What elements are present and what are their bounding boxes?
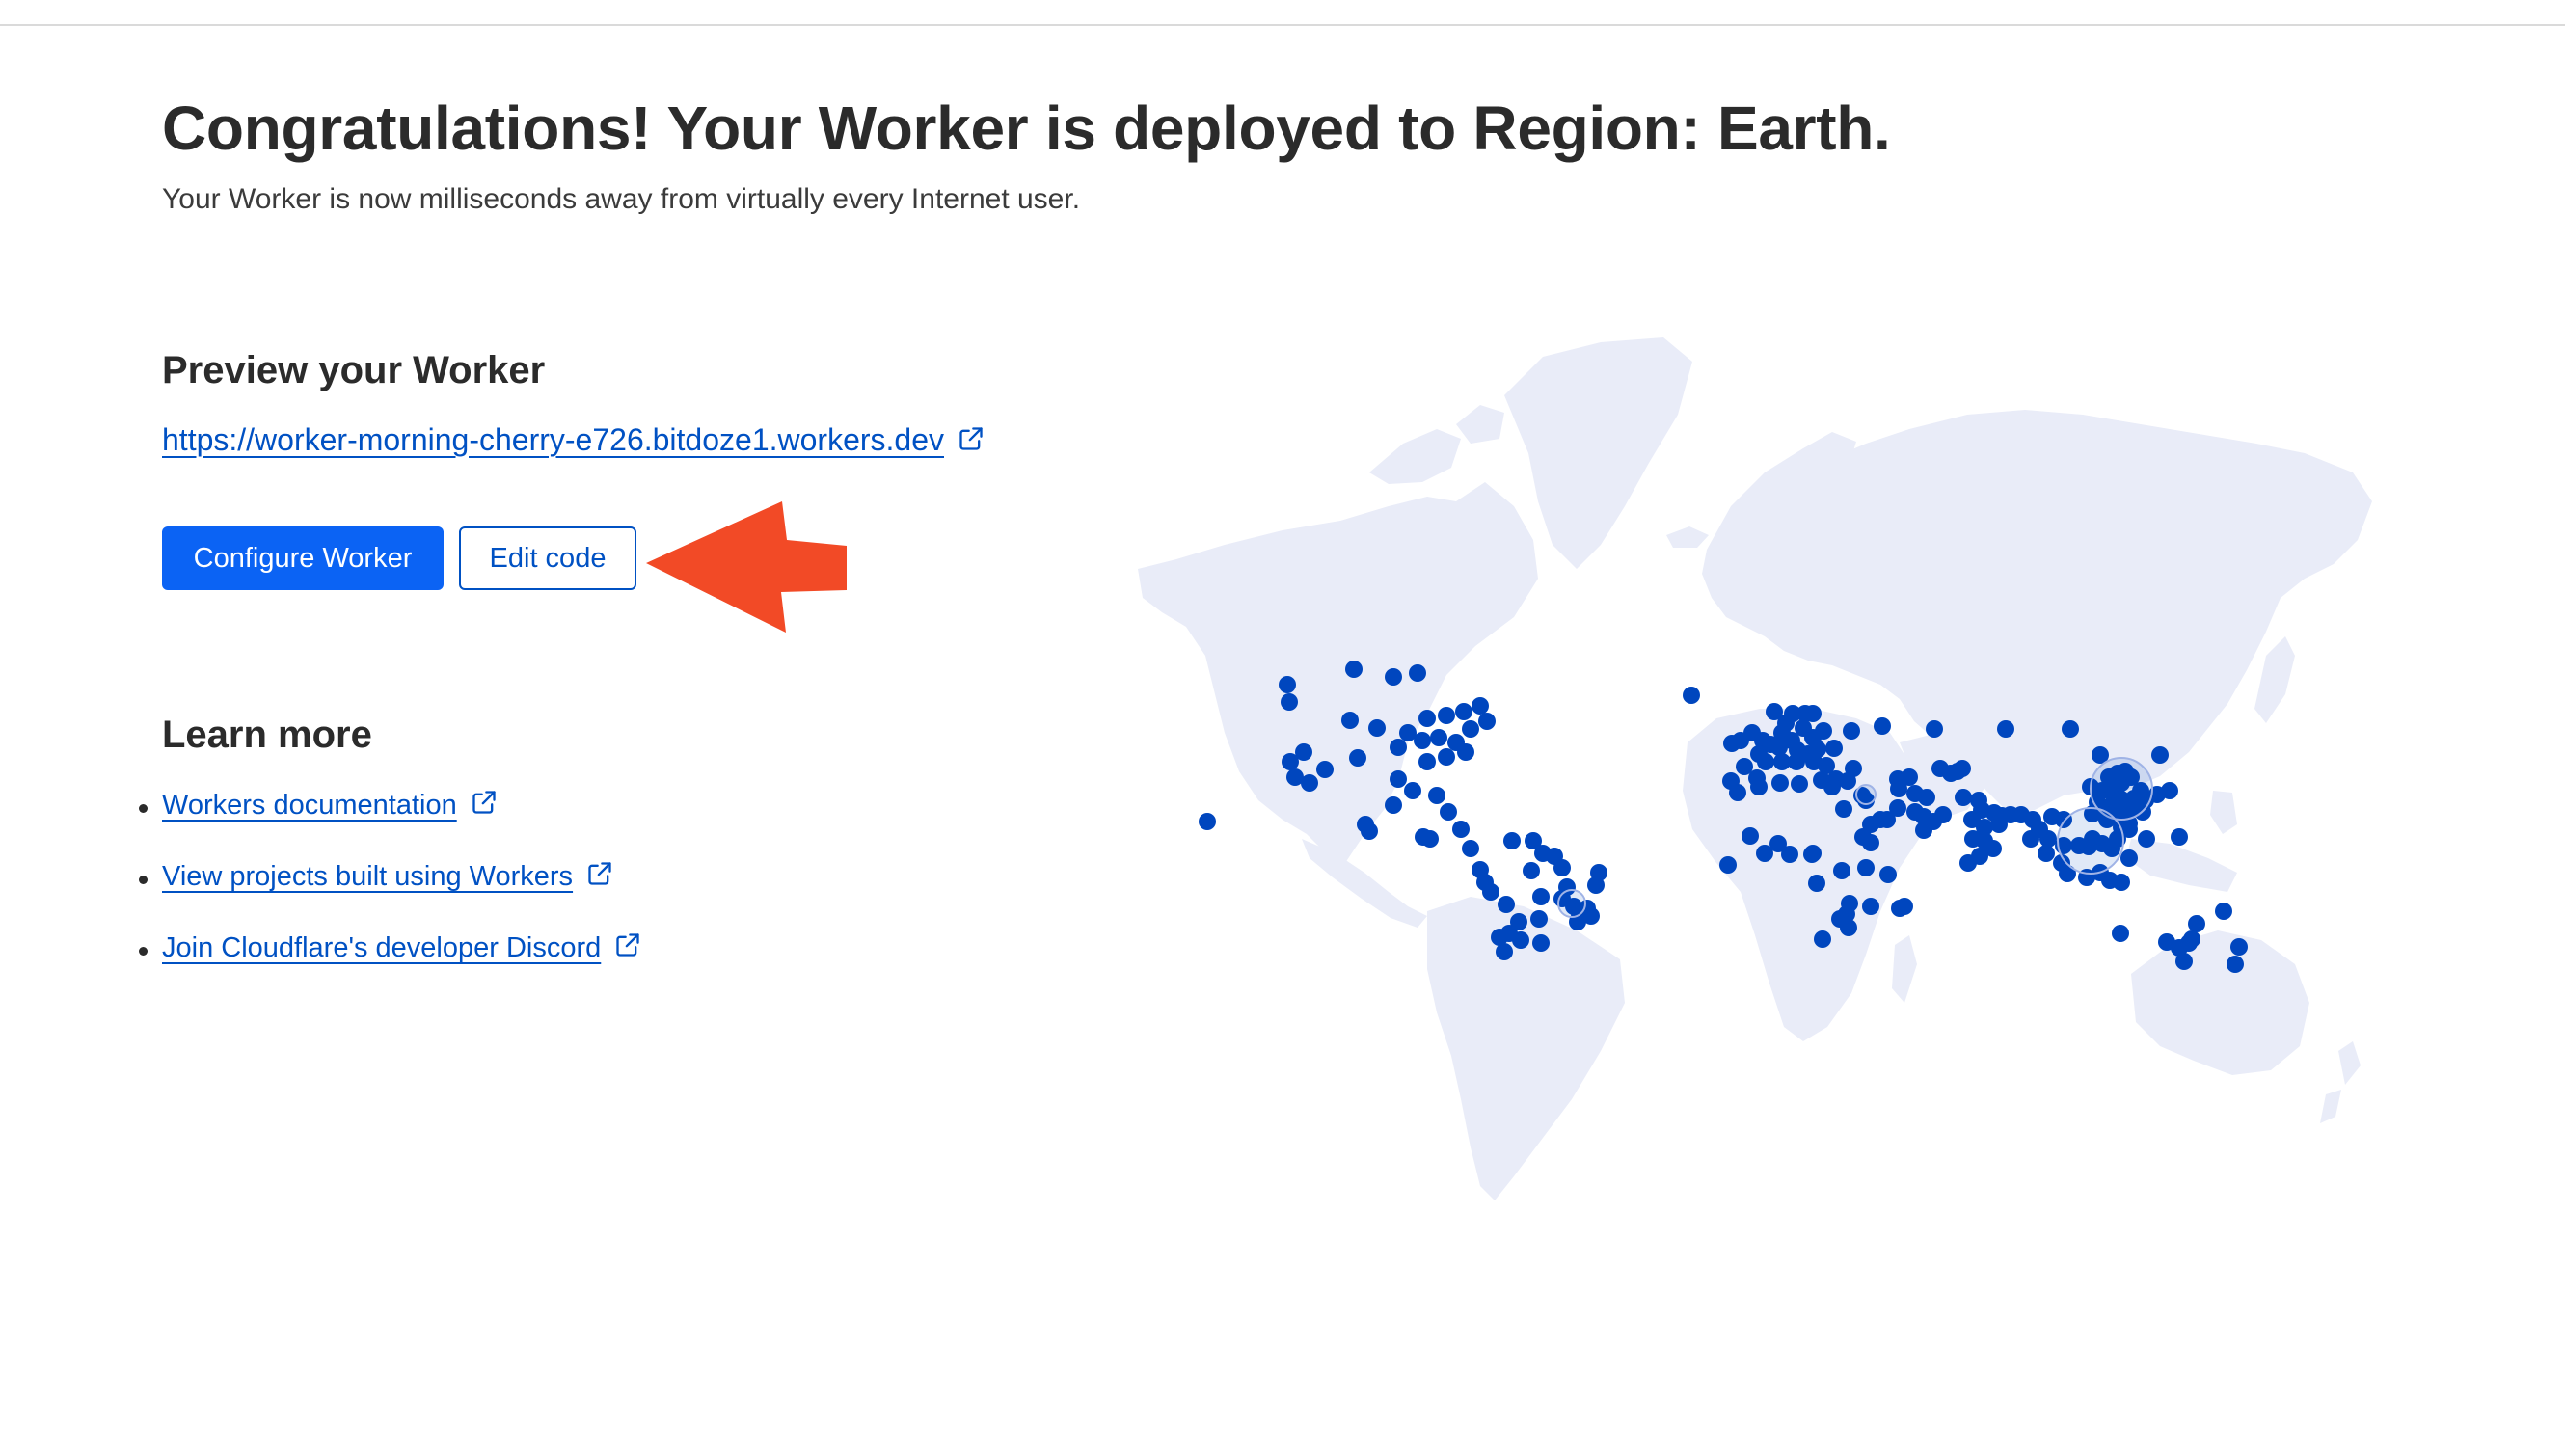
list-item: Join Cloudflare's developer Discord — [135, 931, 641, 1003]
configure-worker-button[interactable]: Configure Worker — [162, 526, 444, 590]
bullet — [139, 804, 148, 813]
worker-preview-link[interactable]: https://worker-morning-cherry-e726.bitdo… — [162, 422, 985, 458]
list-item: View projects built using Workers — [135, 860, 641, 931]
edit-code-button[interactable]: Edit code — [459, 526, 636, 590]
page-title: Congratulations! Your Worker is deployed… — [162, 94, 1891, 163]
view-projects-link[interactable]: View projects built using Workers — [162, 861, 574, 892]
worker-preview-url: https://worker-morning-cherry-e726.bitdo… — [162, 422, 944, 457]
developer-discord-link[interactable]: Join Cloudflare's developer Discord — [162, 932, 602, 963]
learn-more-list: Workers documentation View projects buil… — [135, 789, 641, 1003]
external-link-icon — [616, 933, 639, 957]
list-item: Workers documentation — [135, 789, 641, 860]
preview-heading: Preview your Worker — [162, 349, 546, 391]
map-highlight-rings — [1557, 757, 2153, 918]
bullet — [139, 947, 148, 956]
external-link-icon — [588, 862, 611, 885]
page-subtitle: Your Worker is now milliseconds away fro… — [162, 183, 1081, 215]
learn-more-heading: Learn more — [162, 714, 372, 756]
map-data-center-dots — [1199, 661, 2248, 973]
arrow-left-icon — [646, 501, 847, 633]
bullet — [139, 876, 148, 884]
map-land — [1138, 337, 2372, 1200]
world-map — [1138, 337, 2372, 1200]
external-link-icon — [959, 427, 983, 450]
workers-documentation-link[interactable]: Workers documentation — [162, 790, 457, 821]
external-link-icon — [472, 791, 496, 814]
top-divider — [0, 24, 2565, 26]
